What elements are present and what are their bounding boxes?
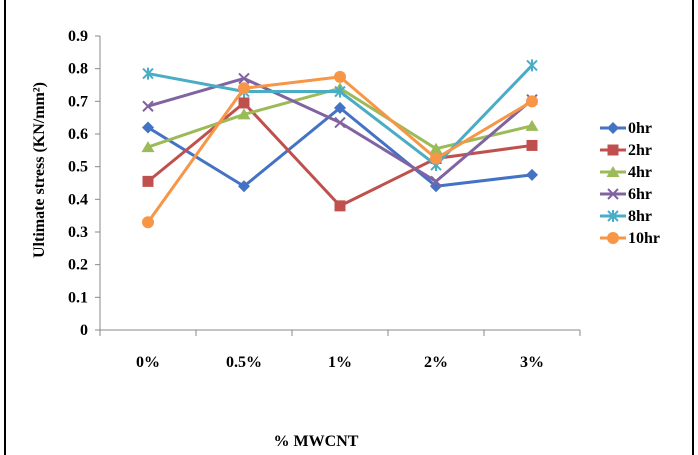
legend-item: 10hr <box>600 230 660 247</box>
data-point <box>334 70 346 83</box>
y-tick-label: 0.5 <box>68 159 88 176</box>
data-point <box>142 216 154 229</box>
legend-label: 10hr <box>628 230 660 247</box>
series-layer <box>141 59 539 229</box>
legend-item: 4hr <box>600 164 652 181</box>
data-point <box>142 175 154 187</box>
y-tick-label: 0.9 <box>68 28 88 45</box>
x-tick-label: 0.5% <box>226 354 262 371</box>
data-point <box>238 180 250 193</box>
data-point <box>525 119 539 131</box>
x-tick-label: 1% <box>328 354 352 371</box>
data-point <box>429 142 443 154</box>
legend-item: 8hr <box>600 208 652 225</box>
legend-marker <box>606 166 620 177</box>
data-point <box>334 116 346 129</box>
x-axis-title: % MWCNT <box>274 433 359 450</box>
y-tick-label: 0.1 <box>68 289 88 306</box>
data-point <box>526 168 538 181</box>
series-6hr <box>142 72 538 188</box>
chart-border <box>4 0 694 455</box>
legend: 0hr 2hr 4hr 6hr 8hr 10hr <box>600 120 660 247</box>
legend-marker <box>607 122 619 134</box>
y-tick-label: 0.8 <box>68 61 88 78</box>
data-point <box>142 121 154 134</box>
x-tick-label: 3% <box>520 354 544 371</box>
legend-marker <box>607 144 619 156</box>
x-tick-label: 2% <box>424 354 448 371</box>
y-tick-label: 0.3 <box>68 224 88 241</box>
data-point <box>238 72 250 85</box>
y-tick-label: 0 <box>80 322 88 339</box>
legend-label: 8hr <box>628 208 652 225</box>
data-point <box>334 101 346 114</box>
data-point <box>526 95 538 108</box>
series-line <box>147 101 533 208</box>
legend-item: 6hr <box>600 186 652 203</box>
data-point <box>526 139 538 151</box>
legend-item: 2hr <box>600 142 652 159</box>
data-point <box>141 141 155 153</box>
legend-label: 4hr <box>628 164 652 181</box>
data-point <box>237 108 251 120</box>
legend-label: 2hr <box>628 142 652 159</box>
legend-label: 0hr <box>628 120 652 137</box>
y-tick-label: 0.4 <box>68 191 88 208</box>
data-point <box>430 175 442 188</box>
data-point <box>526 59 538 72</box>
legend-marker <box>607 232 619 244</box>
series-10hr <box>142 70 538 229</box>
x-axis: 0% 0.5% 1% 2% 3% <box>99 329 581 371</box>
legend-item: 0hr <box>600 120 652 137</box>
data-point <box>430 152 442 165</box>
legend-label: 6hr <box>628 186 652 203</box>
legend-marker <box>607 188 619 200</box>
data-point <box>238 82 250 95</box>
data-point <box>334 200 346 212</box>
y-axis: 0 0.1 0.2 0.3 0.4 0.5 0.6 0.7 0.8 0.9 <box>68 28 101 339</box>
y-tick-label: 0.7 <box>68 93 88 110</box>
data-point <box>334 85 346 98</box>
x-tick-label: 0% <box>136 354 160 371</box>
y-tick-label: 0.2 <box>68 257 88 274</box>
series-2hr <box>142 97 538 212</box>
data-point <box>238 97 250 109</box>
data-point <box>142 100 154 112</box>
y-tick-label: 0.6 <box>68 126 88 143</box>
legend-marker <box>607 210 619 222</box>
data-point <box>142 67 154 80</box>
y-axis-title: Ultimate stress (KN/mm²) <box>31 82 48 258</box>
